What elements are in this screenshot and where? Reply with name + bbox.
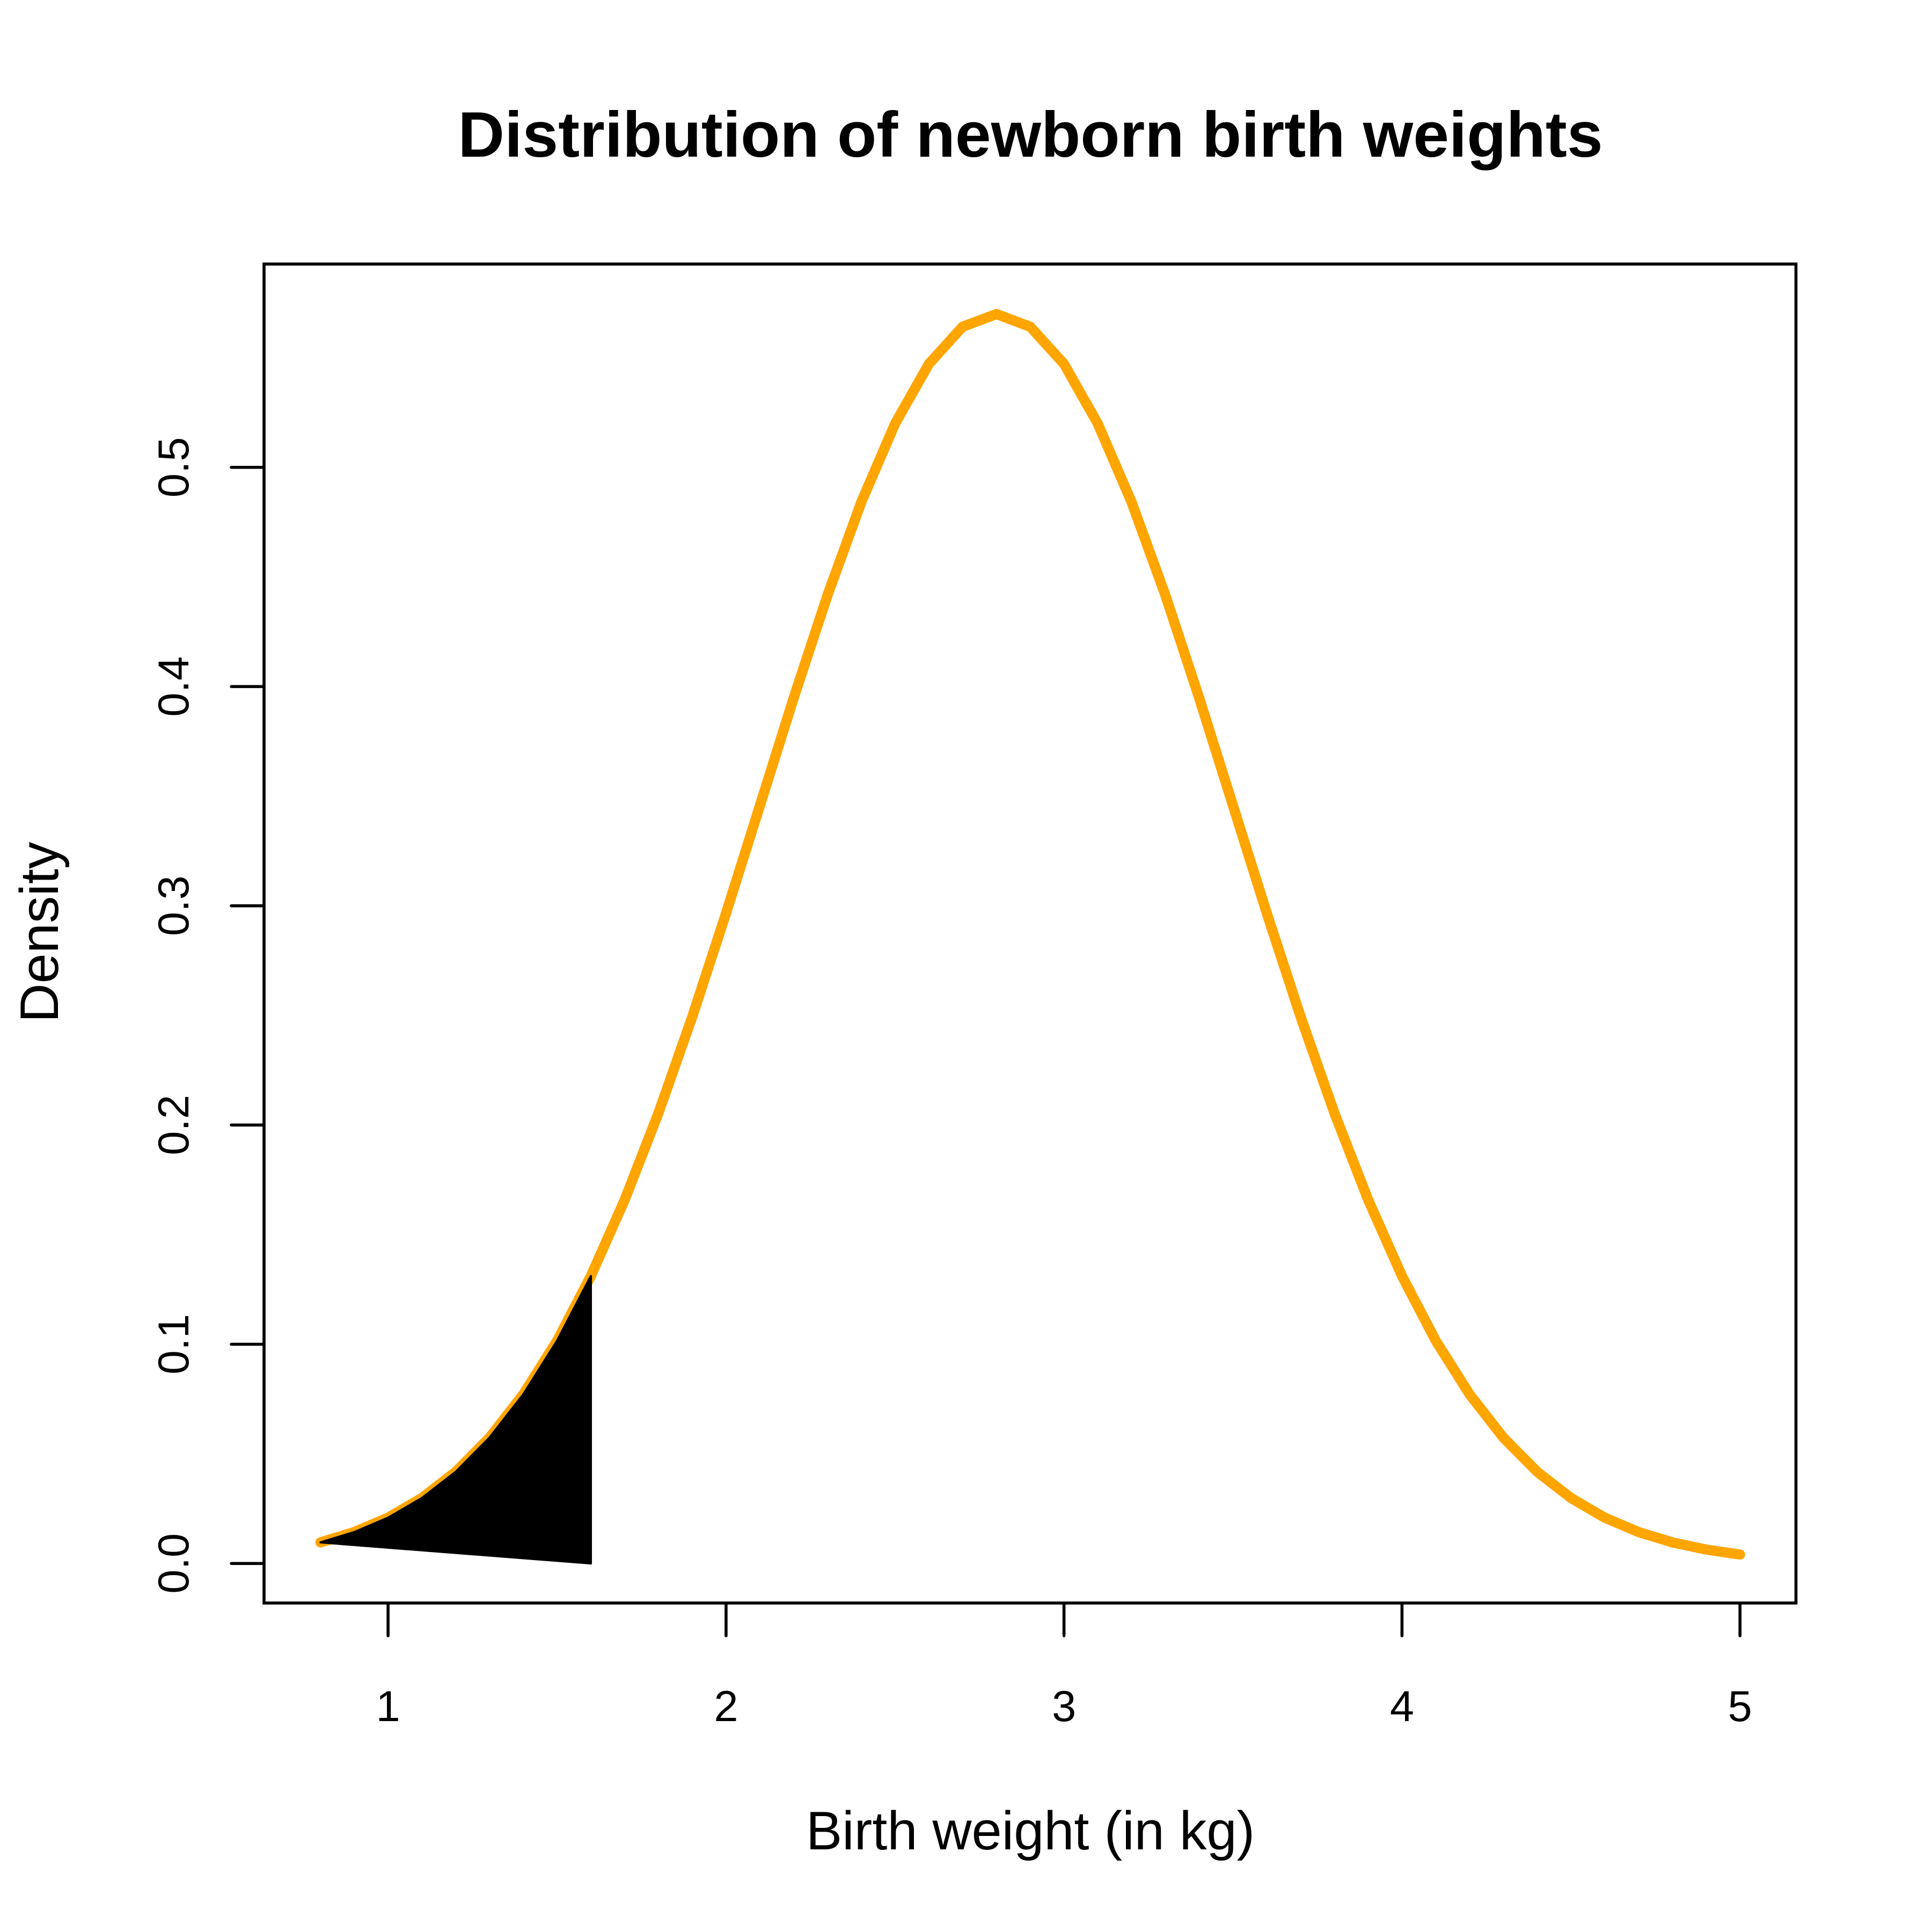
svg-text:0.5: 0.5 [150,437,198,497]
svg-text:1: 1 [376,1682,400,1731]
svg-text:0.4: 0.4 [150,656,198,717]
svg-text:0.0: 0.0 [150,1533,198,1594]
svg-text:0.2: 0.2 [150,1095,198,1155]
svg-text:4: 4 [1390,1682,1414,1731]
svg-text:5: 5 [1728,1682,1752,1731]
svg-text:2: 2 [714,1682,738,1731]
svg-text:Density: Density [10,841,70,1022]
svg-text:Distribution of newborn birth: Distribution of newborn birth weights [458,99,1602,171]
svg-text:Birth weight (in kg): Birth weight (in kg) [806,1801,1255,1861]
svg-text:3: 3 [1052,1682,1076,1731]
svg-text:0.1: 0.1 [150,1314,198,1374]
svg-text:0.3: 0.3 [150,875,198,936]
